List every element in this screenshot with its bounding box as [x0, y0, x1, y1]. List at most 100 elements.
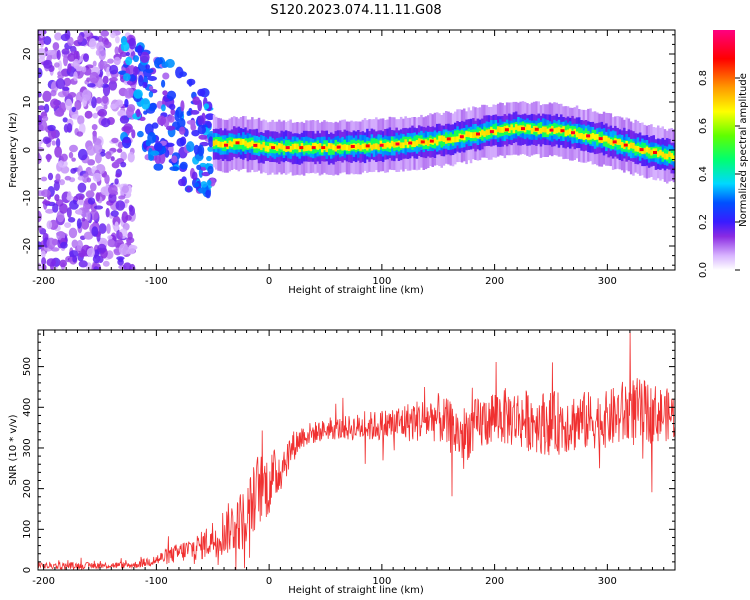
spectrogram-blob: [43, 59, 53, 69]
spectrogram-blob: [76, 199, 86, 206]
spectrogram-blob: [39, 30, 45, 39]
spectrogram-blob: [92, 112, 99, 119]
y-tick-label: 20: [22, 48, 33, 61]
spectrogram-blob: [108, 192, 117, 204]
spectrogram-blob: [124, 199, 130, 204]
spectrogram-ridge-cell: [496, 126, 500, 133]
spectrogram-blob: [125, 56, 133, 66]
spectrogram-blob: [82, 89, 92, 101]
spectrogram-ridge-cell: [417, 138, 421, 145]
spectrogram-ridge-cell: [668, 151, 671, 158]
spectrogram-blob: [208, 136, 214, 148]
spectrogram-blob: [196, 164, 202, 171]
spectrogram-blob: [45, 208, 55, 214]
spectrogram-ridge-cell: [569, 128, 572, 135]
spectrogram-blob: [206, 155, 212, 162]
spectrogram-blob: [76, 239, 84, 252]
spectrogram-blob: [166, 90, 177, 100]
spectrogram-ridge-cell: [456, 129, 459, 142]
spectrogram-blob: [59, 203, 68, 214]
spectrogram-blob: [63, 77, 72, 87]
spectrogram-ridge-cell: [454, 130, 457, 143]
spectrogram-ridge-cell: [318, 143, 322, 149]
spectrogram-blob: [169, 166, 180, 172]
spectrogram-blob: [174, 109, 180, 122]
spectrogram-ridge-cell: [242, 139, 245, 152]
spectrogram-blob: [93, 142, 103, 154]
spectrogram-blob: [93, 205, 104, 210]
x-tick-label: 200: [485, 576, 504, 587]
spectrogram-ridge-cell: [510, 124, 513, 131]
spectrogram-peak: [336, 145, 341, 149]
spectrogram-ridge-cell: [657, 151, 660, 158]
spectrogram-blob: [133, 55, 139, 63]
spectrogram-ridge-cell: [451, 136, 455, 143]
spectrogram-ridge-cell: [278, 143, 281, 155]
colorbar-tick-label: 0.4: [698, 166, 709, 182]
spectrogram-blob: [191, 129, 200, 137]
spectrogram-blob: [139, 51, 150, 63]
spectrogram-ridge-cell: [404, 139, 407, 146]
spectrogram-blob: [57, 71, 62, 77]
spectrogram-ridge-cell: [264, 145, 268, 152]
spectrogram-blob: [55, 78, 66, 90]
spectrogram-peak: [271, 146, 276, 150]
spectrogram-ridge-cell: [544, 126, 547, 133]
spectrogram-ridge-cell: [494, 123, 498, 135]
spectrogram-ridge-cell: [593, 134, 597, 140]
snr-axes: -200 -100 0 100 200 300 0 100 200 300 400 500: [22, 330, 676, 587]
spectrogram-ridge-cell: [228, 140, 231, 147]
spectrogram-blob: [87, 83, 96, 88]
spectrogram-ridge-cell: [221, 141, 225, 148]
spectrogram-blob: [110, 32, 116, 39]
spectrogram-blob: [114, 46, 120, 55]
spectrogram-blob: [69, 200, 79, 210]
spectrogram-ridge-cell: [634, 145, 637, 152]
spectrogram-ridge-cell: [609, 139, 613, 145]
spectrogram-blob: [126, 106, 134, 119]
spectrogram-blob: [64, 175, 72, 181]
spectrogram-blob: [38, 142, 42, 148]
spectrogram-ridge-cell: [575, 131, 579, 138]
y-tick-label: 0: [22, 147, 33, 153]
spectrogram-blob: [117, 141, 124, 149]
spectrogram-peak: [623, 143, 628, 147]
spectrogram-ridge-cell: [523, 126, 527, 133]
spectrogram-blob: [72, 58, 80, 69]
spectrogram-blob: [153, 163, 164, 171]
spectrogram-blob: [71, 157, 76, 162]
spectrogram-ridge-cell: [469, 132, 473, 138]
spectrogram-blob: [83, 53, 89, 62]
spectrogram-blob: [161, 104, 166, 112]
spectrogram-blob: [52, 42, 60, 51]
spectrogram-peak: [235, 141, 240, 145]
spectrogram-blob: [161, 79, 166, 88]
spectrogram-ridge-cell: [327, 143, 331, 156]
spectrogram-blob: [127, 151, 135, 163]
spectrogram-ridge-cell: [616, 139, 619, 145]
snr-ylabel: SNR (10 * v/v): [8, 414, 19, 485]
spectrogram-blob: [175, 66, 184, 79]
spectrogram-blob: [61, 48, 70, 55]
spectrogram-ridge-cell: [645, 146, 649, 153]
x-tick-label: 300: [598, 276, 617, 287]
spectrogram-blob: [67, 63, 72, 73]
spectrogram-ridge-cell: [539, 127, 543, 134]
spectrogram-blob: [206, 179, 212, 186]
spectrogram-ridge-cell: [530, 128, 534, 134]
spectrogram-ridge-cell: [467, 131, 471, 138]
spectrogram-ridge-cell: [309, 145, 313, 152]
spectrogram-ridge-cell: [334, 139, 337, 152]
spectrogram-blob: [179, 126, 186, 135]
spectrogram-blob: [86, 177, 92, 183]
spectrogram-ridge-cell: [343, 144, 346, 150]
spectrogram-ridge-cell: [291, 144, 295, 150]
snr-line: [38, 332, 675, 570]
spectrogram-ridge-cell: [578, 133, 581, 139]
spectrogram-blob: [139, 116, 146, 122]
spectrogram-ridge-cell: [562, 126, 565, 132]
spectrogram-blob: [91, 96, 97, 109]
snr-frame: [37, 329, 676, 571]
spectrogram-ridge-cell: [478, 131, 482, 137]
